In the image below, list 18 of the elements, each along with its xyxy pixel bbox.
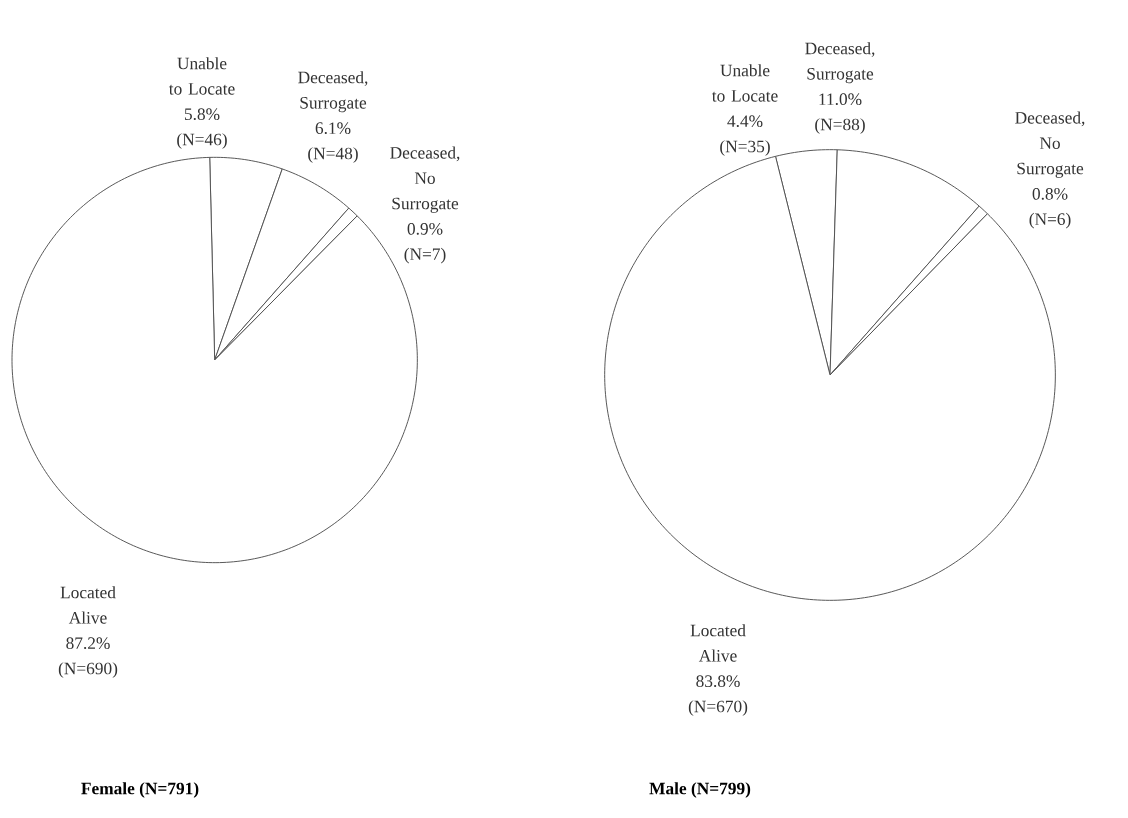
data-label: 0.8% (N=6) xyxy=(1029,187,1071,229)
slice-label: Located Alive xyxy=(60,586,116,624)
slice-label: Unable to Locate xyxy=(168,57,235,95)
data-label: 4.4% (N=35) xyxy=(720,115,770,156)
data-label: 0.9% (N=7) xyxy=(404,222,446,264)
text: Female (N=791) xyxy=(81,782,199,798)
slice-label: Deceased, No Surrogate xyxy=(1015,111,1085,178)
data-label: 83.8% (N=670) xyxy=(688,675,748,716)
text: Male (N=799) xyxy=(649,782,751,798)
data-label: 11.0% (N=88) xyxy=(815,93,865,134)
slice-label: Located Alive xyxy=(690,624,746,662)
slice-label: Deceased, No Surrogate xyxy=(390,146,460,213)
data-label: 5.8% (N=46) xyxy=(177,108,227,149)
slice-label: Deceased, Surrogate xyxy=(805,42,875,84)
slice-label: Unable to Locate xyxy=(711,64,778,102)
data-label: 87.2% (N=690) xyxy=(58,637,118,678)
slice-label: Deceased, Surrogate xyxy=(298,71,368,113)
data-label: 6.1% (N=48) xyxy=(308,122,358,163)
